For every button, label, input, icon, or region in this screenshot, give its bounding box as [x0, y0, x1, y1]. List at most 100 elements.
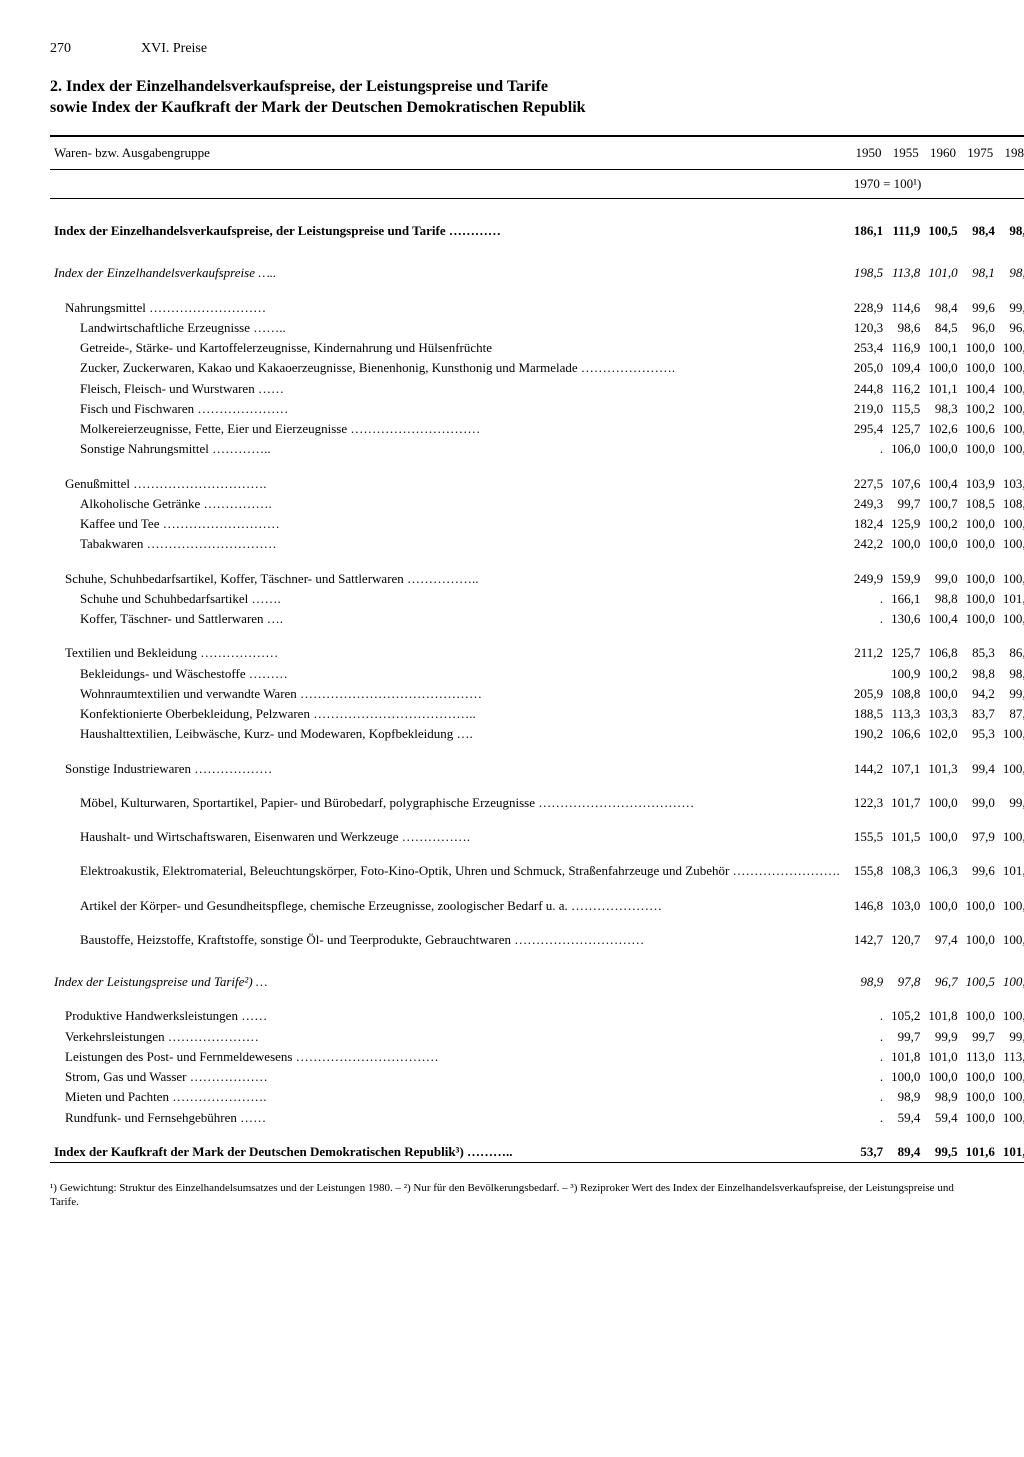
cell-value: 100,0: [962, 1006, 999, 1026]
cell-value: 99,0: [999, 793, 1024, 813]
row-label: Haushalttextilien, Leibwäsche, Kurz- und…: [50, 724, 850, 744]
row-label: Wohnraumtextilien und verwandte Waren ………: [50, 684, 850, 704]
cell-value: 94,2: [962, 684, 999, 704]
cell-value: 211,2: [850, 643, 887, 663]
cell-value: 97,4: [924, 930, 961, 950]
cell-value: 108,5: [962, 494, 999, 514]
cell-value: 116,2: [887, 379, 924, 399]
cell-value: 166,1: [887, 589, 924, 609]
cell-value: 100,0: [962, 534, 999, 554]
cell-value: 101,1: [999, 1142, 1024, 1163]
table-row: Leistungen des Post- und Fernmeldewesens…: [50, 1047, 1024, 1067]
cell-value: 101,6: [962, 1142, 999, 1163]
row-label: Index der Einzelhandelsverkaufspreise, d…: [50, 221, 850, 241]
col-label: Waren- bzw. Ausgabengruppe: [50, 136, 850, 170]
cell-value: 113,0: [962, 1047, 999, 1067]
cell-value: 99,7: [962, 1027, 999, 1047]
cell-value: 155,8: [850, 861, 887, 881]
cell-value: 100,2: [999, 724, 1024, 744]
cell-value: 100,0: [962, 569, 999, 589]
row-label: Elektroakustik, Elektromaterial, Beleuch…: [50, 861, 850, 881]
cell-value: 190,2: [850, 724, 887, 744]
cell-value: 125,7: [887, 419, 924, 439]
cell-value: 100,0: [999, 439, 1024, 459]
spacer-row: [50, 847, 1024, 861]
spacer-row: [50, 779, 1024, 793]
cell-value: 253,4: [850, 338, 887, 358]
cell-value: 100,0: [962, 609, 999, 629]
cell-value: 108,8: [887, 684, 924, 704]
row-label: Strom, Gas und Wasser ………………: [50, 1067, 850, 1087]
row-label: Kaffee und Tee ………………………: [50, 514, 850, 534]
cell-value: 101,0: [924, 1047, 961, 1067]
cell-value: 103,9: [962, 474, 999, 494]
table-row: Index der Einzelhandelsverkaufspreise, d…: [50, 221, 1024, 241]
cell-value: 100,4: [999, 379, 1024, 399]
cell-value: 98,1: [962, 263, 999, 283]
cell-value: 100,0: [924, 896, 961, 916]
spacer-row: [50, 241, 1024, 263]
cell-value: 100,0: [962, 589, 999, 609]
cell-value: 98,3: [924, 399, 961, 419]
cell-value: 100,0: [924, 684, 961, 704]
row-label: Rundfunk- und Fernsehgebühren ……: [50, 1108, 850, 1128]
spacer-row: [50, 284, 1024, 298]
table-row: Strom, Gas und Wasser ……………….100,0100,01…: [50, 1067, 1024, 1087]
cell-value: 106,6: [887, 724, 924, 744]
cell-value: 100,4: [924, 609, 961, 629]
cell-value: 100,2: [924, 664, 961, 684]
cell-value: 100,9: [999, 569, 1024, 589]
cell-value: 125,9: [887, 514, 924, 534]
row-label: Haushalt- und Wirtschaftswaren, Eisenwar…: [50, 827, 850, 847]
cell-value: 109,4: [887, 358, 924, 378]
cell-value: 120,7: [887, 930, 924, 950]
cell-value: 100,5: [999, 972, 1024, 992]
table-row: Alkoholische Getränke …………….249,399,7100…: [50, 494, 1024, 514]
cell-value: 96,0: [999, 318, 1024, 338]
table-row: Produktive Handwerksleistungen …….105,21…: [50, 1006, 1024, 1026]
cell-value: .: [850, 589, 887, 609]
table-row: Verkehrsleistungen ………………….99,799,999,79…: [50, 1027, 1024, 1047]
cell-value: 107,1: [887, 759, 924, 779]
row-label: Index der Kaufkraft der Mark der Deutsch…: [50, 1142, 850, 1163]
table-row: Möbel, Kulturwaren, Sportartikel, Papier…: [50, 793, 1024, 813]
cell-value: 101,0: [924, 263, 961, 283]
cell-value: 101,5: [887, 827, 924, 847]
cell-value: 99,9: [924, 1027, 961, 1047]
row-label: Genußmittel ………………………….: [50, 474, 850, 494]
cell-value: .: [850, 1108, 887, 1128]
table-row: Mieten und Pachten …………………..98,998,9100,…: [50, 1087, 1024, 1107]
cell-value: 100,5: [962, 972, 999, 992]
cell-value: 113,0: [999, 1047, 1024, 1067]
cell-value: 98,8: [962, 664, 999, 684]
cell-value: 100,0: [924, 358, 961, 378]
cell-value: 120,3: [850, 318, 887, 338]
cell-value: 84,5: [924, 318, 961, 338]
cell-value: 101,6: [999, 861, 1024, 881]
spacer-row: [50, 460, 1024, 474]
spacer-row: [50, 813, 1024, 827]
row-label: Bekleidungs- und Wäschestoffe ………: [50, 664, 850, 684]
row-label: Index der Einzelhandelsverkaufspreise ….…: [50, 263, 850, 283]
row-label: Verkehrsleistungen …………………: [50, 1027, 850, 1047]
cell-value: 101,1: [924, 379, 961, 399]
cell-value: 114,6: [887, 298, 924, 318]
cell-value: 155,5: [850, 827, 887, 847]
cell-value: 100,0: [962, 439, 999, 459]
page-title: 2. Index der Einzelhandelsverkaufspreise…: [50, 76, 974, 119]
table-row: Koffer, Täschner- und Sattlerwaren …..13…: [50, 609, 1024, 629]
table-row: Rundfunk- und Fernsehgebühren …….59,459,…: [50, 1108, 1024, 1128]
page-header: 270 XVI. Preise: [50, 40, 974, 58]
table-row: Landwirtschaftliche Erzeugnisse ……..120,…: [50, 318, 1024, 338]
row-label: Mieten und Pachten ………………….: [50, 1087, 850, 1107]
cell-value: 100,0: [962, 358, 999, 378]
spacer-row: [50, 950, 1024, 972]
row-label: Textilien und Bekleidung ………………: [50, 643, 850, 663]
cell-value: 97,9: [962, 827, 999, 847]
cell-value: 113,8: [887, 263, 924, 283]
cell-value: 100,7: [924, 494, 961, 514]
cell-value: 101,3: [924, 759, 961, 779]
cell-value: 100,0: [999, 1108, 1024, 1128]
cell-value: 99,7: [999, 1027, 1024, 1047]
cell-value: 159,9: [887, 569, 924, 589]
